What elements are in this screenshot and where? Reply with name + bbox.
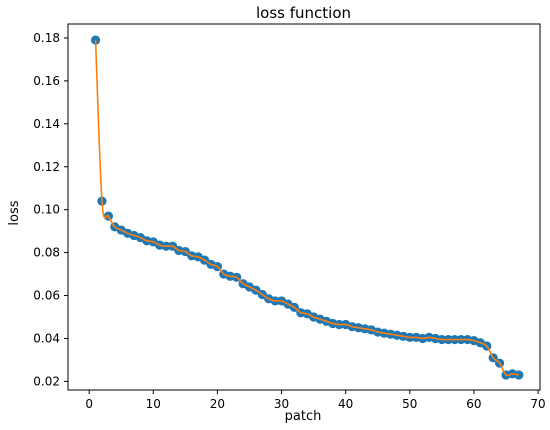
loss-line (94, 40, 519, 377)
y-tick-label: 0.08 (33, 246, 60, 260)
loss-point (90, 35, 101, 45)
y-tick-label: 0.18 (33, 31, 60, 45)
x-tick-label: 70 (530, 397, 545, 411)
x-tick-label: 50 (402, 397, 417, 411)
x-tick-label: 40 (338, 397, 353, 411)
x-axis-title: patch (285, 409, 322, 424)
plot-frame (67, 23, 541, 391)
x-tick-label: 30 (274, 397, 289, 411)
x-tick-label: 60 (466, 397, 481, 411)
y-tick-label: 0.02 (33, 374, 60, 388)
y-axis-title: loss (7, 200, 22, 225)
x-tick-label: 20 (210, 397, 225, 411)
x-axis-ticks: 0 10 20 30 40 50 60 70 (85, 390, 546, 411)
x-tick-label: 10 (146, 397, 161, 411)
y-tick-label: 0.10 (33, 203, 60, 217)
y-axis-ticks: 0.02 0.04 0.06 0.08 0.10 0.12 0.14 0.16 0.18 (33, 31, 68, 388)
y-tick-label: 0.12 (33, 160, 60, 174)
y-tick-label: 0.16 (33, 74, 60, 88)
x-tick-label: 0 (85, 397, 93, 411)
chart-title: loss function (256, 4, 351, 22)
y-tick-label: 0.04 (33, 331, 60, 345)
y-tick-label: 0.14 (33, 117, 60, 131)
y-tick-label: 0.06 (33, 289, 60, 303)
